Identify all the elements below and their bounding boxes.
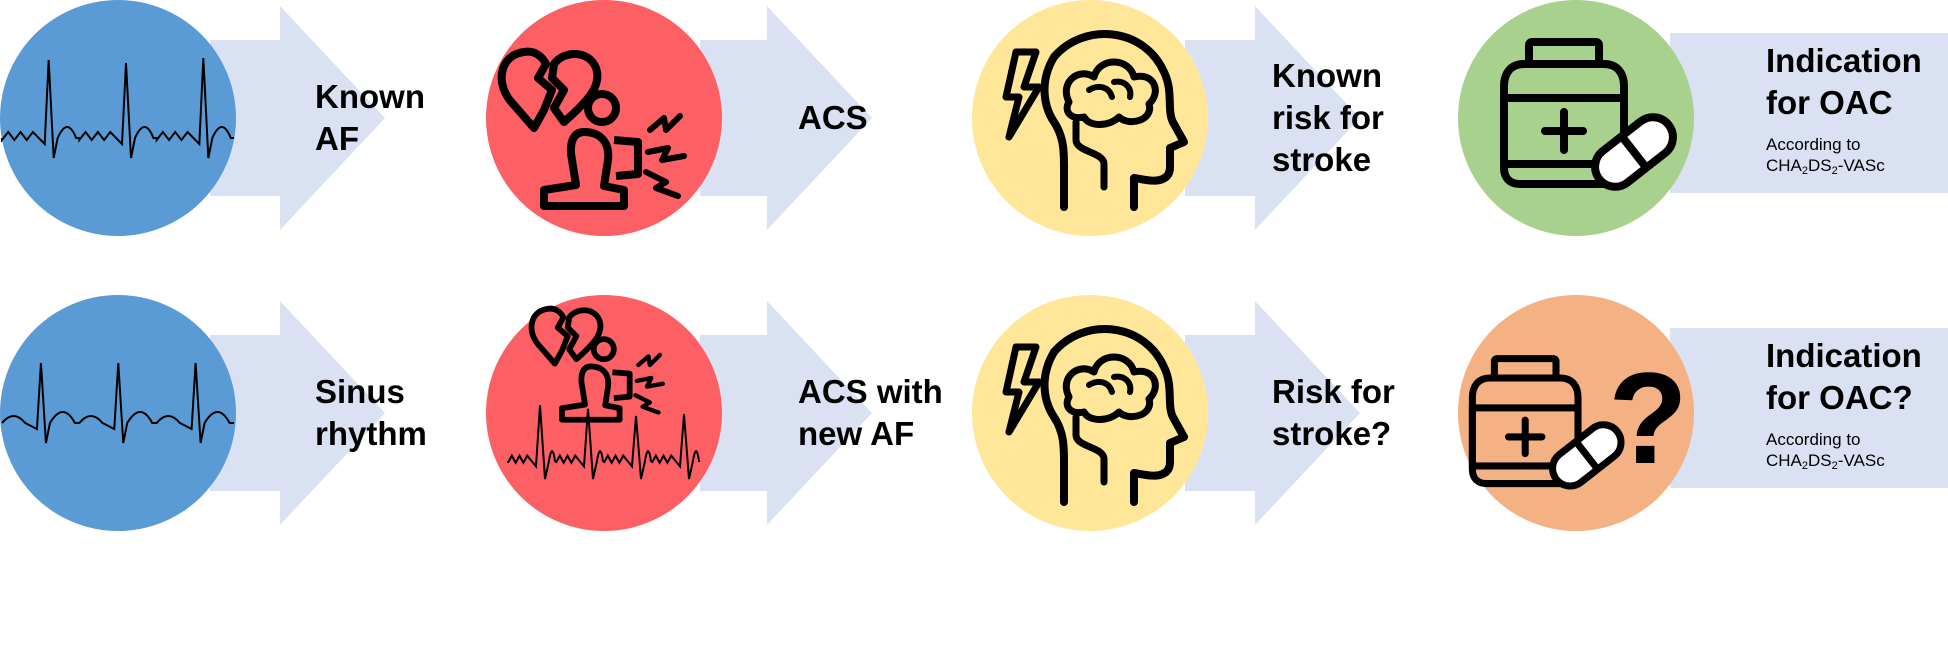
step-label-line: ACS with [798, 373, 943, 410]
step-label-line: stroke [1272, 141, 1372, 178]
cha2ds2-vasc-note: According to CHA2DS2-VASc [1766, 134, 1885, 177]
step-arrow [1185, 6, 1360, 230]
ecg-af-icon [0, 57, 234, 159]
step-label-line: rhythm [315, 415, 427, 452]
step-label-line: Risk for [1272, 373, 1395, 410]
step-circle-red [486, 295, 722, 531]
step-label: Indication for OAC According to CHA2DS2-VAS… [1766, 40, 1922, 182]
step-label-line: Indication [1766, 336, 1922, 374]
step-label-line: risk for [1272, 99, 1384, 136]
step-label-line: for OAC? [1766, 378, 1913, 416]
step-label: Risk for stroke? [1272, 371, 1395, 455]
step-label: Sinus rhythm [315, 371, 427, 455]
step-arrow [210, 6, 385, 230]
step-label-line: new AF [798, 415, 915, 452]
step-label-line: ACS [798, 99, 868, 136]
step-arrow [1185, 301, 1360, 525]
step-circle-blue [0, 0, 236, 236]
step-label-line: Indication [1766, 41, 1922, 79]
step-circle-blue [0, 295, 236, 531]
step-arrow [700, 6, 872, 230]
step-arrow [700, 301, 872, 525]
medicine-question-icon: ? [1472, 345, 1688, 493]
step-label: Known risk for stroke [1272, 55, 1384, 181]
step-label: Known AF [315, 76, 425, 160]
question-mark-icon: ? [1608, 345, 1687, 491]
step-label: Indication for OAC? According to CHA2DS2-VA… [1766, 335, 1922, 477]
step-label-line: for OAC [1766, 83, 1893, 121]
step-arrow [1670, 328, 1948, 488]
cha2ds2-vasc-note: According to CHA2DS2-VASc [1766, 429, 1885, 472]
step-label-line: stroke? [1272, 415, 1392, 452]
heartbreak-person-ecg-icon [507, 309, 700, 480]
step-arrow [210, 301, 385, 525]
step-label-line: Known [1272, 57, 1382, 94]
step-label-line: Known [315, 78, 425, 115]
step-arrow [1670, 33, 1948, 193]
step-label: ACS [798, 97, 868, 139]
step-label-line: AF [315, 120, 359, 157]
step-label-line: Sinus [315, 373, 405, 410]
step-label: ACS with new AF [798, 371, 943, 455]
ecg-sinus-icon [1, 362, 234, 444]
